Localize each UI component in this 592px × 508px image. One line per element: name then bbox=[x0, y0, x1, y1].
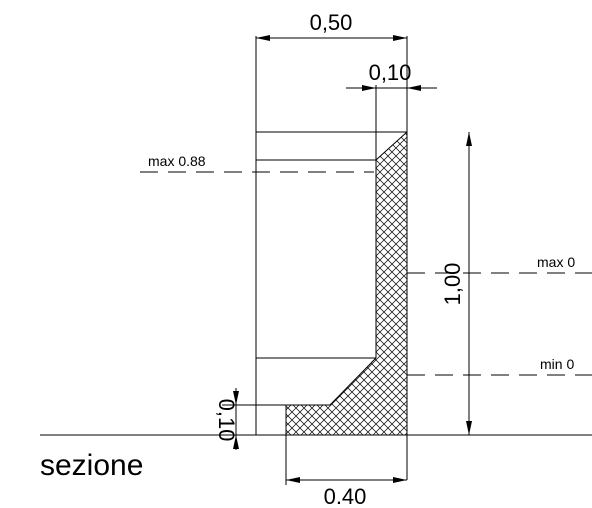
dim-base-thickness-label: 0,10 bbox=[214, 399, 239, 442]
min-level-right-label: min 0 bbox=[540, 356, 574, 372]
dim-base-width-arrow-left bbox=[286, 477, 300, 483]
hatched-section bbox=[285, 130, 408, 436]
dim-top-width-label: 0,50 bbox=[310, 10, 353, 35]
dim-top-width-arrow-right bbox=[393, 35, 407, 41]
dim-base-thickness-arrow-top bbox=[233, 391, 239, 405]
max-level-right-label: max 0 bbox=[537, 254, 575, 270]
dim-height-arrow-top bbox=[466, 132, 472, 146]
dim-top-width-arrow-left bbox=[256, 35, 270, 41]
dim-height-arrow-bottom bbox=[466, 421, 472, 435]
section-title: sezione bbox=[40, 449, 143, 482]
dim-base-thickness-arrow-bottom bbox=[233, 435, 239, 449]
dim-wall-thickness-arrow-left bbox=[362, 85, 376, 91]
dim-base-width-label: 0.40 bbox=[324, 484, 367, 508]
dim-height-label: 1,00 bbox=[440, 263, 465, 306]
max-level-left-label: max 0.88 bbox=[148, 153, 206, 169]
dim-wall-thickness-label: 0,10 bbox=[369, 60, 412, 85]
dim-wall-thickness-arrow-right bbox=[407, 85, 421, 91]
dim-base-width-arrow-right bbox=[393, 477, 407, 483]
